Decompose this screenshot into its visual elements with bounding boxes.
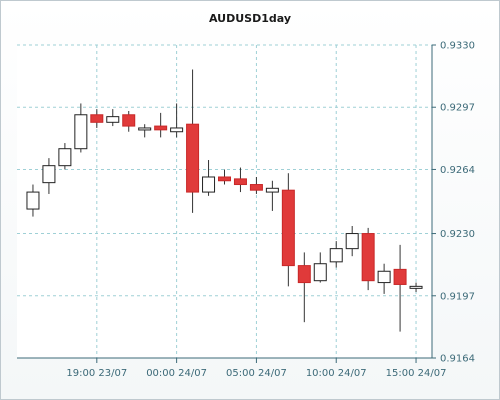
candle-body-bullish	[409, 285, 423, 289]
candle-body-bearish	[122, 114, 136, 127]
candle-body-bullish	[377, 270, 391, 284]
candle-body-bullish	[329, 248, 343, 263]
x-tick-label: 05:00 24/07	[226, 368, 287, 379]
candle-body-bullish	[202, 176, 216, 193]
candle-body-bearish	[186, 123, 200, 193]
y-tick-label: 0.9297	[440, 103, 475, 114]
x-tick-label: 00:00 24/07	[146, 368, 207, 379]
candle-body-bullish	[26, 191, 40, 210]
y-tick-label: 0.9164	[440, 354, 475, 365]
x-tick-label: 15:00 24/07	[386, 368, 447, 379]
candle-body-bullish	[106, 116, 120, 123]
candle-body-bearish	[233, 178, 247, 186]
candle-body-bullish	[138, 127, 152, 131]
candle-body-bearish	[154, 125, 168, 131]
candle-body-bullish	[74, 114, 88, 150]
candle-body-bullish	[170, 127, 184, 133]
candle-body-bullish	[265, 187, 279, 193]
y-tick-label: 0.9330	[440, 41, 475, 52]
x-tick-label: 10:00 24/07	[306, 368, 367, 379]
candle-body-bearish	[361, 233, 375, 282]
candle-body-bearish	[297, 265, 311, 284]
candle-body-bullish	[42, 165, 56, 184]
candle-body-bearish	[281, 189, 295, 267]
y-tick-label: 0.9230	[440, 229, 475, 240]
chart-title: AUDUSD1day	[208, 12, 291, 25]
plot-area	[17, 45, 432, 358]
x-tick-label: 19:00 23/07	[66, 368, 127, 379]
candle-body-bullish	[345, 233, 359, 250]
candle-body-bearish	[393, 268, 407, 285]
candle-body-bullish	[58, 148, 72, 167]
candle-body-bearish	[218, 176, 231, 182]
y-tick-label: 0.9264	[440, 165, 475, 176]
candle-body-bullish	[313, 263, 327, 282]
candle-body-bearish	[90, 114, 104, 123]
candle-body-bearish	[249, 184, 263, 191]
y-tick-label: 0.9197	[440, 291, 475, 302]
